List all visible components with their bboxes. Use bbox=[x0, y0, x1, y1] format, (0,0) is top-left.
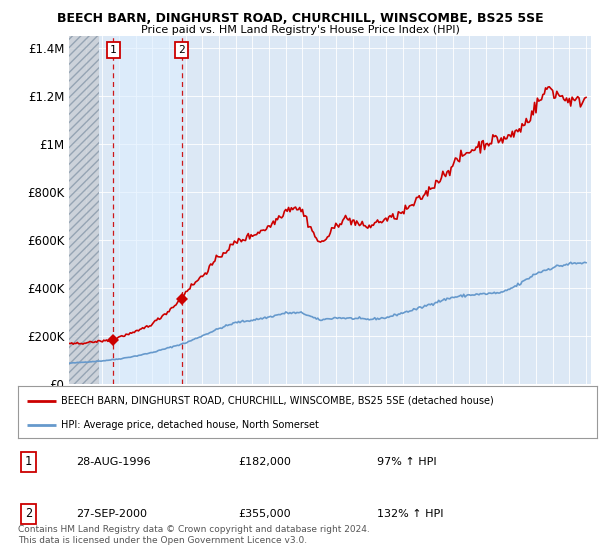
Text: Contains HM Land Registry data © Crown copyright and database right 2024.
This d: Contains HM Land Registry data © Crown c… bbox=[18, 525, 370, 545]
Text: 2: 2 bbox=[178, 45, 185, 55]
Text: HPI: Average price, detached house, North Somerset: HPI: Average price, detached house, Nort… bbox=[61, 420, 319, 430]
Text: £355,000: £355,000 bbox=[238, 509, 290, 519]
Text: BEECH BARN, DINGHURST ROAD, CHURCHILL, WINSCOMBE, BS25 5SE: BEECH BARN, DINGHURST ROAD, CHURCHILL, W… bbox=[56, 12, 544, 25]
Text: 1: 1 bbox=[110, 45, 117, 55]
Text: Price paid vs. HM Land Registry's House Price Index (HPI): Price paid vs. HM Land Registry's House … bbox=[140, 25, 460, 35]
Text: 2: 2 bbox=[25, 507, 32, 520]
Bar bbox=[113, 36, 182, 384]
Text: £182,000: £182,000 bbox=[238, 457, 291, 466]
Text: 28-AUG-1996: 28-AUG-1996 bbox=[76, 457, 151, 466]
Text: BEECH BARN, DINGHURST ROAD, CHURCHILL, WINSCOMBE, BS25 5SE (detached house): BEECH BARN, DINGHURST ROAD, CHURCHILL, W… bbox=[61, 396, 494, 406]
Text: 97% ↑ HPI: 97% ↑ HPI bbox=[377, 457, 437, 466]
Text: 27-SEP-2000: 27-SEP-2000 bbox=[76, 509, 147, 519]
Text: 1: 1 bbox=[25, 455, 32, 468]
Text: 132% ↑ HPI: 132% ↑ HPI bbox=[377, 509, 443, 519]
Bar bbox=[69, 36, 99, 384]
